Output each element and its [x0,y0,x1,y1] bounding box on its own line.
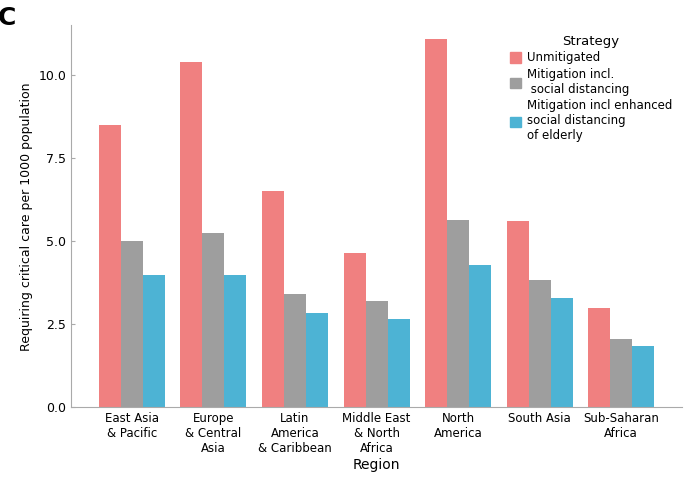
Bar [366,301,387,408]
Bar [99,125,121,408]
Bar [447,220,469,408]
Bar [306,313,328,408]
Legend: Unmitigated, Mitigation incl.
 social distancing, Mitigation incl enhanced
socia: Unmitigated, Mitigation incl. social dis… [506,31,676,146]
Bar [425,39,447,408]
Bar [469,264,491,408]
Bar [551,298,573,408]
Bar [262,192,284,408]
Bar [203,233,225,408]
Bar [528,280,551,408]
Bar [225,274,247,408]
Text: C: C [0,6,16,30]
Bar [181,62,203,408]
Y-axis label: Requiring critical care per 1000 population: Requiring critical care per 1000 populat… [20,82,33,351]
Bar [143,274,165,408]
Bar [588,308,610,408]
X-axis label: Region: Region [353,458,400,472]
Bar [610,339,633,408]
Bar [121,241,143,408]
Bar [633,346,655,408]
Bar [344,253,366,408]
Bar [284,295,306,408]
Bar [506,221,528,408]
Bar [387,319,409,408]
